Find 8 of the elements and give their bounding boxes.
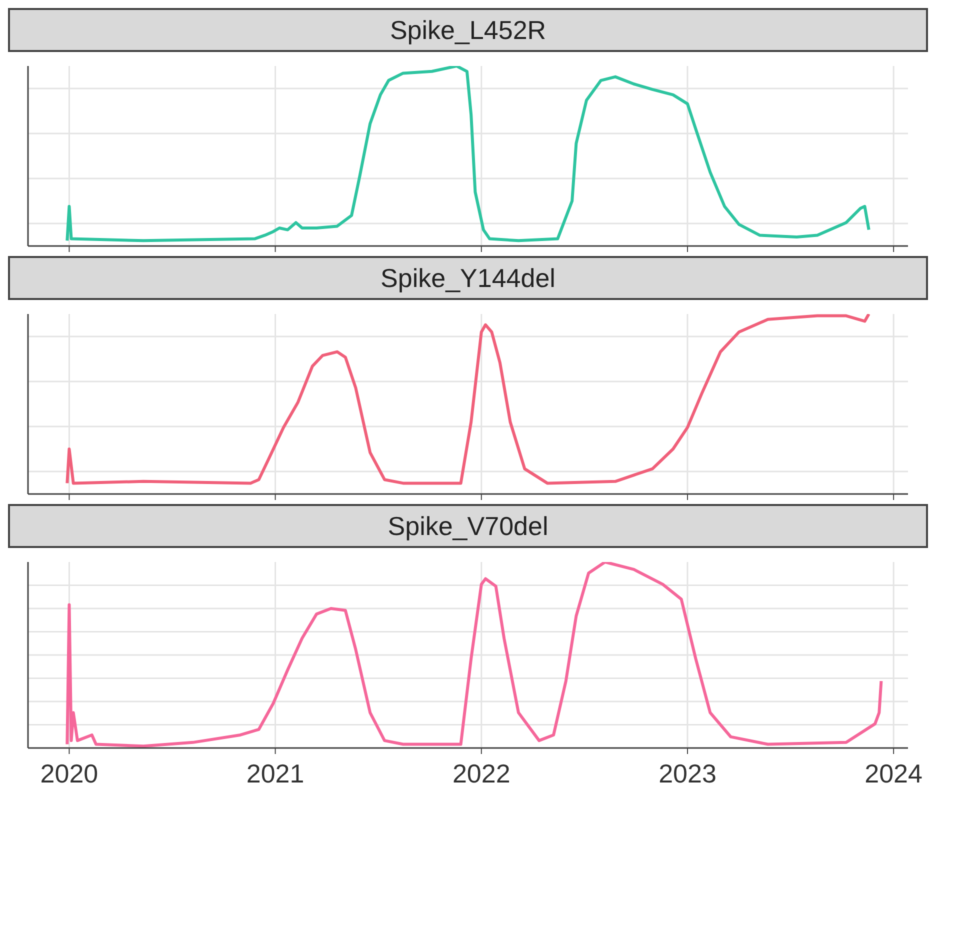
x-tick-label: 2022: [452, 758, 510, 788]
chart-title: Spike_Y144del: [8, 256, 928, 300]
x-tick-label: 2021: [246, 758, 304, 788]
x-tick-label: 2024: [864, 758, 922, 788]
chart-title: Spike_L452R: [8, 8, 928, 52]
chart-title: Spike_V70del: [8, 504, 928, 548]
x-tick-label: 2020: [40, 758, 98, 788]
x-tick-label: 2023: [658, 758, 716, 788]
